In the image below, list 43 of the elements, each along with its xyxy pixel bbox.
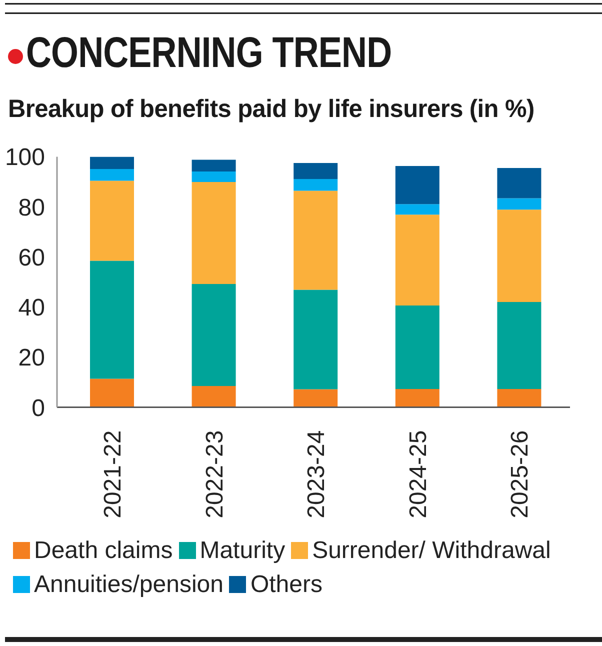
bar: [395, 166, 440, 204]
y-tick-label: 40: [18, 294, 45, 322]
bar: [90, 156, 134, 169]
bar: [395, 214, 440, 306]
y-tick-label: 20: [18, 344, 45, 372]
bar: [192, 171, 236, 182]
legend-label: Maturity: [200, 536, 286, 566]
bar: [192, 284, 236, 386]
legend-label: Surrender/ Withdrawal: [312, 536, 551, 566]
bar: [395, 204, 440, 215]
chart-title: CONCERNING TREND: [26, 29, 392, 77]
bar: [90, 180, 134, 261]
bar: [90, 168, 134, 181]
chart-subtitle: Breakup of benefits paid by life insurers (in %): [8, 95, 534, 123]
bar: [294, 179, 338, 191]
bar: [294, 190, 338, 290]
y-tick-label: 100: [4, 144, 45, 172]
x-tick-label: 2023-24: [303, 430, 330, 518]
y-tick-label: 60: [18, 244, 45, 272]
bar: [90, 260, 134, 379]
bar: [294, 290, 338, 390]
bar: [395, 306, 440, 390]
bar: [497, 198, 542, 210]
x-tick-label: 2025-26: [506, 430, 534, 518]
bar: [395, 389, 440, 408]
bar: [497, 389, 542, 408]
x-tick-label: 2024-25: [404, 430, 432, 518]
y-tick-label: 80: [18, 194, 45, 222]
y-tick-label: 0: [32, 394, 45, 422]
bar: [497, 302, 542, 390]
legend-label: Others: [250, 570, 322, 600]
bar: [497, 210, 542, 302]
bar: [192, 160, 236, 172]
x-tick-label: 2022-23: [201, 430, 228, 518]
legend-label: Death claims: [34, 536, 173, 566]
bar: [294, 162, 338, 180]
x-tick-label: 2021-22: [100, 430, 127, 518]
bar: [90, 378, 134, 408]
legend-label: Annuities/pension: [34, 570, 224, 600]
bar: [497, 168, 542, 198]
bar: [294, 389, 338, 408]
bar: [192, 182, 236, 284]
bar: [192, 386, 236, 408]
